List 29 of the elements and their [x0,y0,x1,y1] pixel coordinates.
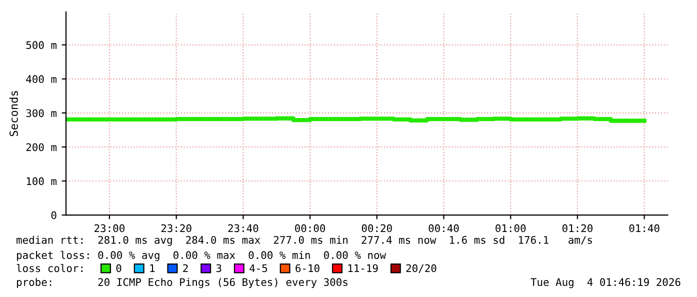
text: Tue Aug 4 01:46:19 2026 [530,278,680,288]
legend-label: 1 [150,264,155,272]
y-tick-label: 100 m [26,177,56,186]
x-tick-label: 23:20 [161,224,192,232]
x-tick-label: 23:00 [94,224,124,232]
legend-label: 20/20 [406,264,436,273]
y-tick-label: 400 m [26,75,56,84]
y-tick-label: 300 m [26,109,56,118]
legend-label: 4-5 [250,264,268,272]
y-tick-label: 200 m [26,143,56,152]
text: median rtt: 281.0 ms avg 284.0 ms max 277.0 ms min 277.4 ms now 1.6 ms sd 176.1 am/s [16,236,592,246]
legend-label: 3 [216,264,222,272]
text: probe: 20 ICMP Echo Pings (56 Bytes) every 300s [17,278,348,288]
x-tick-label: 00:40 [428,224,459,232]
x-tick-label: 01:20 [562,224,592,232]
text: packet loss: 0.00 % avg 0.00 % max 0.00 % min 0.00 % now [17,250,386,262]
legend-label: 2 [183,264,188,272]
legend-title: loss color: [16,264,83,272]
legend-label: 0 [116,264,122,272]
y-tick-label: 0 [51,211,56,220]
legend-label: 6-10 [296,264,320,272]
y-tick-label: 500 m [26,41,56,50]
legend-label: 11-19 [348,264,378,272]
x-tick-label: 01:00 [496,224,526,232]
y-axis-title: Seconds [9,91,18,136]
x-tick-label: 00:20 [362,224,392,232]
x-tick-label: 23:40 [228,224,258,232]
x-tick-label: 01:40 [629,224,660,232]
x-tick-label: 00:00 [295,224,326,232]
